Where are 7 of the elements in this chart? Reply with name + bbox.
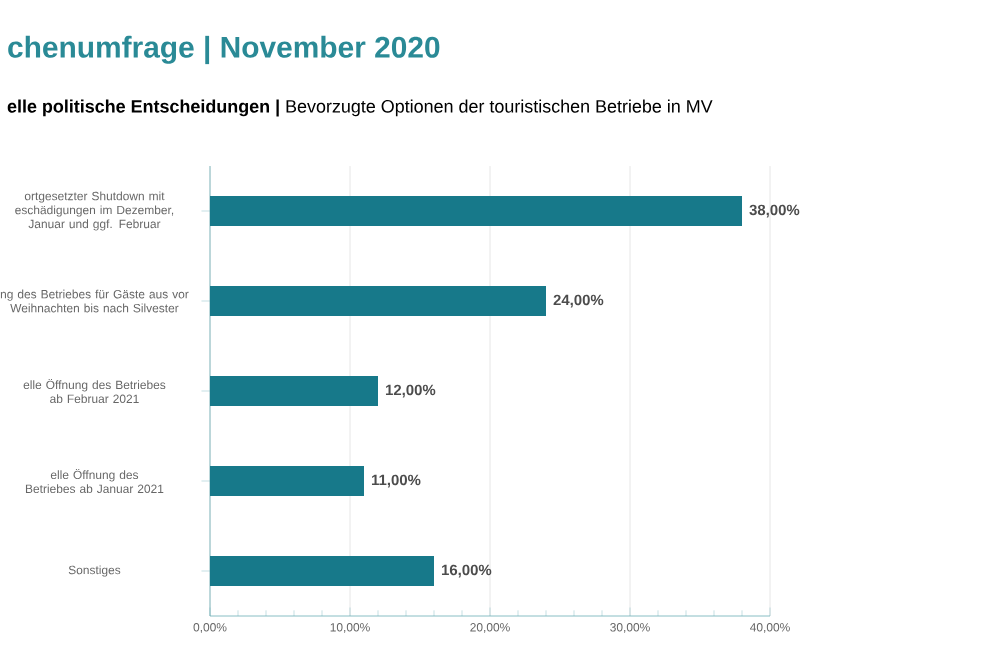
bar	[210, 556, 434, 587]
bar	[210, 376, 378, 407]
chart-title: chenumfrage | November 2020	[8, 35, 440, 65]
bar	[210, 466, 364, 497]
bar	[210, 196, 743, 227]
chart-subtitle: elle politische Entscheidungen | Bevorzugte Optionen der touristischen Betriebe in MV	[7, 99, 713, 117]
bar	[210, 286, 546, 317]
